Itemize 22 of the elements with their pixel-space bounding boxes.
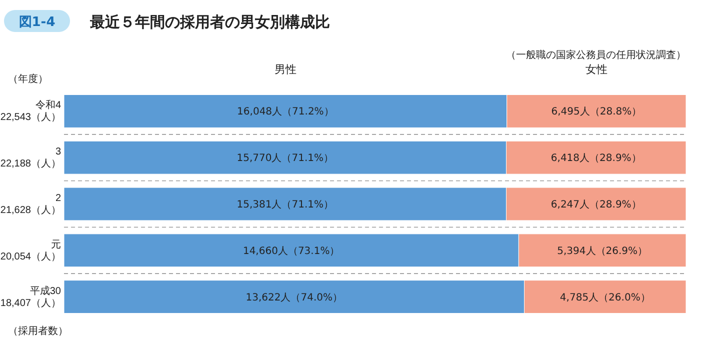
data-label: 14,660人（73.1%） — [242, 246, 340, 257]
data-label: 6,247人（28.9%） — [550, 200, 642, 210]
data-label: 13,622人（74.0%） — [246, 292, 343, 304]
chart-title: 最近５年間の採用者の男女別構成比 — [89, 13, 330, 31]
data-label: 6,418人（28.9%） — [550, 153, 642, 164]
y-tick-label: 2 21,628（人） — [0, 193, 62, 216]
data-label: 6,495人（28.8%） — [551, 106, 642, 118]
text: （採用者数） — [8, 325, 68, 337]
text: （一般職の国家公務員の任用状況調査） — [506, 49, 686, 61]
data-label: 4,785人（26.0%） — [560, 292, 650, 304]
y-tick-label: 令和4 22,543（人） — [0, 99, 62, 124]
y-tick-label: 平成30 18,407（人） — [0, 284, 62, 309]
y-tick-label: 元 20,054（人） — [0, 239, 61, 262]
y-tick-label: 3 22,188（人） — [0, 146, 62, 170]
data-label: 16,048人（71.2%） — [237, 106, 334, 118]
y-axis-title: （年度） — [8, 73, 48, 85]
caption: 図1-4 — [18, 15, 56, 30]
series-label: 女性 — [585, 63, 608, 76]
data-label: 15,381人（71.1%） — [236, 200, 334, 210]
data-label: 15,770人（71.1%） — [236, 153, 334, 164]
data-label: 5,394人（26.9%） — [557, 246, 648, 257]
series-label: 男性 — [274, 63, 296, 76]
